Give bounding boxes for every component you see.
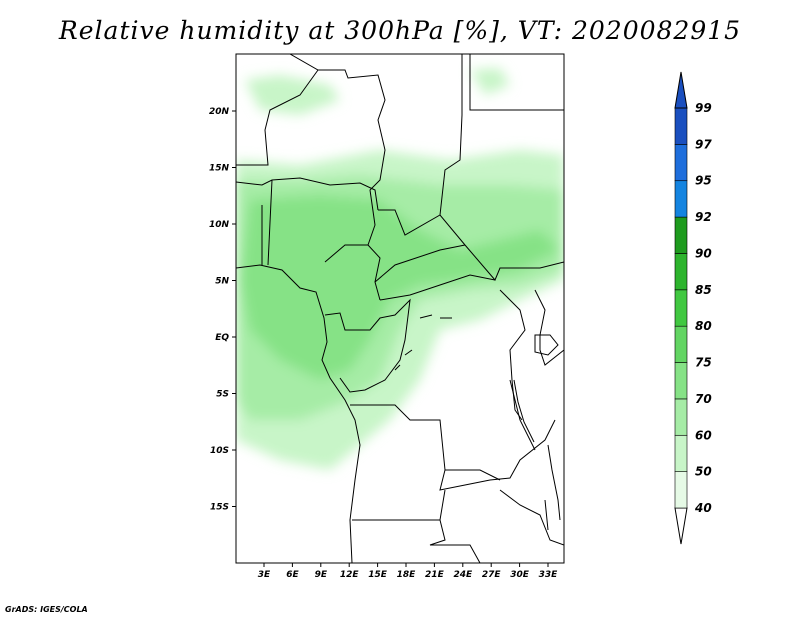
colorbar-label: 40 xyxy=(694,501,712,515)
colorbar-segment xyxy=(674,144,688,182)
border-congo xyxy=(324,298,411,393)
border-north-2 xyxy=(236,69,319,166)
colorbar-segment xyxy=(674,253,688,291)
x-tick-label: 24E xyxy=(453,570,473,580)
y-tick-label: 15N xyxy=(209,164,230,174)
border-east xyxy=(499,289,564,421)
colorbar-label: 92 xyxy=(695,210,712,224)
y-tick-label: 15S xyxy=(210,503,229,513)
colorbar-label: 70 xyxy=(695,392,712,406)
colorbar-max-arrow xyxy=(674,71,688,109)
lake-malawi xyxy=(544,444,561,531)
x-tick-label: 33E xyxy=(539,570,559,580)
border-sahel xyxy=(236,177,379,211)
colorbar-label: 75 xyxy=(695,356,712,370)
colorbar-label: 99 xyxy=(695,101,712,115)
y-tick-label: EQ xyxy=(215,333,229,343)
x-axis-ticks: 3E 6E 9E 12E 15E 18E 21E 24E 27E 30E 33E xyxy=(258,563,558,580)
y-tick-label: 10N xyxy=(209,220,230,230)
x-tick-label: 30E xyxy=(510,570,530,580)
humidity-region-core xyxy=(240,195,560,380)
colorbar-label: 80 xyxy=(695,319,712,333)
x-tick-label: 12E xyxy=(340,570,360,580)
colorbar-min-arrow xyxy=(674,507,688,545)
chart-title: Relative humidity at 300hPa [%], VT: 202… xyxy=(58,16,742,45)
colorbar-segment xyxy=(674,434,688,472)
colorbar-segment xyxy=(674,180,688,218)
colorbar-label: 60 xyxy=(695,428,712,442)
coastline-west xyxy=(236,264,361,563)
colorbar-segment xyxy=(674,362,688,400)
x-tick-label: 27E xyxy=(482,570,502,580)
border-sudan xyxy=(439,54,564,216)
colorbar-segment xyxy=(674,107,688,145)
colorbar-label: 95 xyxy=(695,174,712,188)
credit-label: GrADS: IGES/COLA xyxy=(5,605,88,614)
colorbar-label: 90 xyxy=(695,246,712,260)
river-congo xyxy=(394,314,452,371)
x-tick-label: 9E xyxy=(315,570,328,580)
colorbar-label: 85 xyxy=(695,283,712,297)
x-tick-label: 15E xyxy=(368,570,388,580)
x-tick-label: 18E xyxy=(397,570,417,580)
colorbar: 40 50 60 70 75 80 85 90 92 95 97 99 xyxy=(674,71,712,545)
border-north-1 xyxy=(289,54,386,246)
y-axis-ticks: 20N 15N 10N 5N EQ 5S 10S 15S xyxy=(209,107,236,513)
border-car xyxy=(374,244,496,301)
x-tick-label: 6E xyxy=(286,570,299,580)
colorbar-label: 50 xyxy=(695,465,712,479)
colorbar-segment xyxy=(674,216,688,254)
colorbar-segment xyxy=(674,325,688,363)
y-tick-label: 5N xyxy=(215,277,229,287)
x-tick-label: 21E xyxy=(425,570,445,580)
colorbar-segment xyxy=(674,471,688,509)
country-borders xyxy=(236,54,564,563)
lake-tanganyika xyxy=(509,379,536,451)
colorbar-label: 97 xyxy=(695,137,712,151)
humidity-region-north xyxy=(245,75,340,115)
lake-victoria xyxy=(534,334,559,356)
y-tick-label: 5S xyxy=(216,390,229,400)
border-drc-south xyxy=(350,404,556,491)
map-frame xyxy=(235,53,565,564)
border-angola xyxy=(352,489,481,563)
border-zambia xyxy=(445,469,564,546)
border-nigeria xyxy=(261,179,381,301)
x-tick-label: 3E xyxy=(258,570,271,580)
y-tick-label: 10S xyxy=(210,446,229,456)
humidity-region-north-2 xyxy=(470,68,510,95)
colorbar-segment xyxy=(674,398,688,436)
colorbar-segment xyxy=(674,289,688,327)
y-tick-label: 20N xyxy=(209,107,230,117)
